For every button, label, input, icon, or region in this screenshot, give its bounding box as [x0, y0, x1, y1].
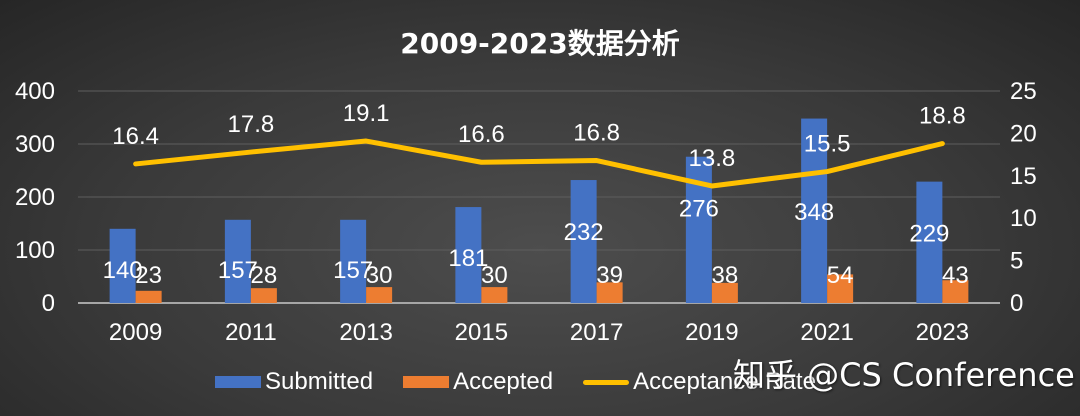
x-axis-tick: 2011 — [225, 319, 277, 346]
legend-label-accepted: Accepted — [453, 368, 554, 395]
x-axis-tick: 2023 — [916, 319, 969, 346]
left-axis-tick: 300 — [15, 131, 55, 158]
right-axis-tick: 15 — [1010, 163, 1037, 190]
x-axis-tick: 2013 — [339, 319, 392, 346]
legend-label-rate: Acceptance Rate — [633, 368, 816, 395]
data-label-accepted: 38 — [712, 262, 739, 289]
x-axis-tick: 2021 — [800, 319, 853, 346]
data-label-submitted: 157 — [333, 257, 373, 284]
right-axis-tick: 0 — [1010, 290, 1023, 317]
data-label-submitted: 157 — [218, 257, 258, 284]
bar-accepted — [596, 282, 623, 303]
right-axis-tick: 25 — [1010, 78, 1037, 105]
data-label-submitted: 276 — [679, 196, 719, 223]
bar-submitted — [340, 219, 367, 303]
rate-line-swatch-icon — [583, 379, 630, 385]
legend-item-accepted: Accepted — [403, 368, 553, 396]
left-axis-tick: 200 — [15, 184, 55, 211]
data-label-submitted: 348 — [794, 199, 834, 226]
data-label-rate: 16.4 — [112, 123, 159, 150]
x-axis-tick: 2015 — [455, 319, 508, 346]
acceptance-rate-line — [133, 138, 945, 189]
right-axis-tick: 10 — [1010, 205, 1037, 232]
chart-legend: Submitted Accepted Acceptance Rate — [215, 368, 816, 396]
accepted-swatch-icon — [403, 376, 450, 388]
right-axis-tick: 5 — [1010, 248, 1023, 275]
bar-submitted — [455, 207, 482, 303]
data-label-submitted: 232 — [564, 219, 604, 246]
bar-submitted — [109, 228, 136, 303]
data-label-rate: 19.1 — [343, 100, 390, 127]
data-label-accepted: 54 — [827, 262, 854, 289]
left-axis-tick: 400 — [15, 78, 55, 105]
data-label-accepted: 39 — [596, 262, 623, 289]
data-label-accepted: 30 — [366, 262, 393, 289]
right-axis-tick: 20 — [1010, 120, 1037, 147]
bar-submitted — [224, 219, 251, 303]
data-label-submitted: 229 — [909, 221, 949, 248]
legend-item-submitted: Submitted — [215, 368, 373, 396]
data-label-submitted: 140 — [103, 257, 143, 284]
x-axis-tick: 2017 — [570, 319, 623, 346]
submitted-swatch-icon — [215, 376, 261, 388]
bar-accepted — [942, 280, 969, 303]
x-axis-tick: 2009 — [109, 319, 162, 346]
data-label-submitted: 181 — [448, 245, 488, 272]
bar-accepted — [366, 287, 393, 303]
data-label-accepted: 43 — [942, 262, 969, 289]
data-label-accepted: 28 — [251, 262, 278, 289]
bar-submitted — [570, 180, 597, 303]
data-label-accepted: 30 — [481, 262, 508, 289]
data-label-rate: 13.8 — [689, 145, 736, 172]
bar-accepted — [481, 287, 508, 303]
data-label-rate: 17.8 — [228, 111, 275, 138]
left-axis-tick: 100 — [15, 237, 55, 264]
chart-title: 2009-2023数据分析 — [400, 27, 680, 60]
bar-accepted — [250, 288, 277, 303]
data-label-accepted: 23 — [135, 262, 162, 289]
legend-item-rate: Acceptance Rate — [583, 368, 816, 396]
left-axis-tick: 0 — [42, 290, 55, 317]
bar-submitted — [916, 181, 943, 303]
x-axis-tick: 2019 — [685, 319, 738, 346]
bar-submitted — [801, 118, 828, 303]
bar-accepted — [135, 290, 162, 303]
data-label-rate: 15.5 — [804, 131, 851, 158]
legend-label-submitted: Submitted — [265, 368, 374, 395]
data-label-rate: 18.8 — [919, 103, 966, 130]
bar-accepted — [827, 274, 854, 303]
bar-accepted — [711, 282, 738, 303]
data-label-rate: 16.8 — [573, 120, 620, 147]
data-label-rate: 16.6 — [458, 121, 505, 148]
watermark: 知乎 @CS Conference — [733, 356, 1075, 394]
